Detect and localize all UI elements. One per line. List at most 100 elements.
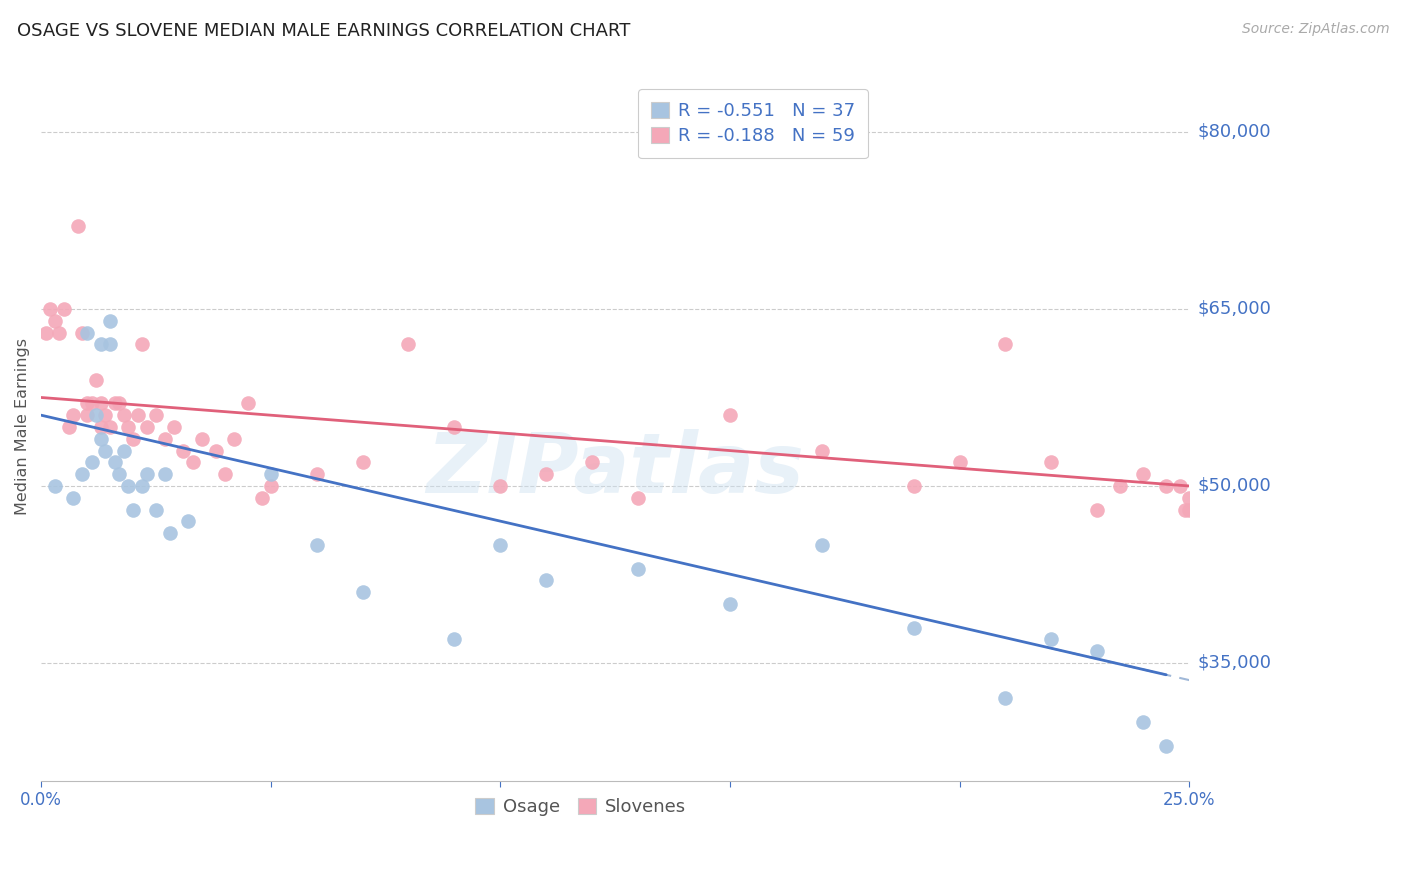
Point bbox=[536, 574, 558, 588]
Point bbox=[1085, 644, 1108, 658]
Legend: Osage, Slovenes: Osage, Slovenes bbox=[467, 789, 695, 825]
Point bbox=[443, 632, 465, 647]
Point bbox=[76, 408, 98, 422]
Point bbox=[1154, 739, 1177, 753]
Point bbox=[90, 337, 112, 351]
Point bbox=[718, 408, 741, 422]
Point bbox=[94, 443, 117, 458]
Point bbox=[153, 467, 176, 482]
Point bbox=[172, 443, 194, 458]
Point bbox=[214, 467, 236, 482]
Point bbox=[122, 502, 145, 516]
Point bbox=[108, 467, 131, 482]
Point bbox=[352, 455, 374, 469]
Point bbox=[994, 691, 1017, 706]
Text: ZIPatlas: ZIPatlas bbox=[426, 429, 804, 510]
Point bbox=[112, 443, 135, 458]
Text: Source: ZipAtlas.com: Source: ZipAtlas.com bbox=[1241, 22, 1389, 37]
Point bbox=[90, 432, 112, 446]
Point bbox=[1154, 479, 1177, 493]
Point bbox=[135, 420, 157, 434]
Text: $65,000: $65,000 bbox=[1198, 300, 1271, 318]
Point bbox=[536, 467, 558, 482]
Point bbox=[103, 455, 125, 469]
Point bbox=[1168, 479, 1191, 493]
Point bbox=[994, 337, 1017, 351]
Point bbox=[98, 420, 121, 434]
Point bbox=[810, 443, 832, 458]
Point bbox=[443, 420, 465, 434]
Point bbox=[98, 314, 121, 328]
Point bbox=[48, 326, 70, 340]
Point bbox=[222, 432, 245, 446]
Point bbox=[127, 408, 149, 422]
Point bbox=[66, 219, 89, 234]
Point bbox=[1132, 467, 1154, 482]
Point bbox=[76, 326, 98, 340]
Point bbox=[72, 326, 94, 340]
Point bbox=[181, 455, 204, 469]
Point bbox=[122, 432, 145, 446]
Point bbox=[98, 337, 121, 351]
Point bbox=[903, 479, 925, 493]
Point bbox=[236, 396, 259, 410]
Point bbox=[627, 491, 650, 505]
Point bbox=[1040, 455, 1063, 469]
Point bbox=[112, 408, 135, 422]
Point bbox=[44, 479, 66, 493]
Point bbox=[90, 420, 112, 434]
Point bbox=[1132, 714, 1154, 729]
Point bbox=[103, 396, 125, 410]
Point bbox=[1178, 491, 1201, 505]
Text: $35,000: $35,000 bbox=[1198, 654, 1271, 672]
Point bbox=[1040, 632, 1063, 647]
Point bbox=[44, 314, 66, 328]
Point bbox=[260, 467, 283, 482]
Point bbox=[250, 491, 273, 505]
Point bbox=[153, 432, 176, 446]
Point bbox=[62, 408, 84, 422]
Point bbox=[204, 443, 226, 458]
Point bbox=[163, 420, 186, 434]
Point bbox=[76, 396, 98, 410]
Point bbox=[352, 585, 374, 599]
Text: $50,000: $50,000 bbox=[1198, 477, 1271, 495]
Point bbox=[305, 467, 328, 482]
Y-axis label: Median Male Earnings: Median Male Earnings bbox=[15, 338, 30, 516]
Point bbox=[1109, 479, 1132, 493]
Point bbox=[489, 479, 512, 493]
Point bbox=[1178, 502, 1201, 516]
Point bbox=[948, 455, 970, 469]
Point bbox=[117, 479, 139, 493]
Point bbox=[145, 502, 167, 516]
Text: OSAGE VS SLOVENE MEDIAN MALE EARNINGS CORRELATION CHART: OSAGE VS SLOVENE MEDIAN MALE EARNINGS CO… bbox=[17, 22, 630, 40]
Point bbox=[1085, 502, 1108, 516]
Point bbox=[627, 561, 650, 575]
Point bbox=[131, 479, 153, 493]
Point bbox=[145, 408, 167, 422]
Point bbox=[810, 538, 832, 552]
Point bbox=[39, 301, 62, 316]
Point bbox=[90, 396, 112, 410]
Point bbox=[58, 420, 80, 434]
Point bbox=[260, 479, 283, 493]
Point bbox=[177, 515, 200, 529]
Point bbox=[53, 301, 76, 316]
Point bbox=[84, 373, 107, 387]
Point bbox=[35, 326, 58, 340]
Point bbox=[191, 432, 214, 446]
Point bbox=[84, 408, 107, 422]
Point bbox=[398, 337, 420, 351]
Point bbox=[62, 491, 84, 505]
Point bbox=[135, 467, 157, 482]
Point bbox=[117, 420, 139, 434]
Point bbox=[80, 396, 103, 410]
Point bbox=[80, 455, 103, 469]
Point bbox=[489, 538, 512, 552]
Point bbox=[718, 597, 741, 611]
Point bbox=[108, 396, 131, 410]
Point bbox=[159, 526, 181, 541]
Point bbox=[131, 337, 153, 351]
Point bbox=[1174, 502, 1197, 516]
Point bbox=[903, 621, 925, 635]
